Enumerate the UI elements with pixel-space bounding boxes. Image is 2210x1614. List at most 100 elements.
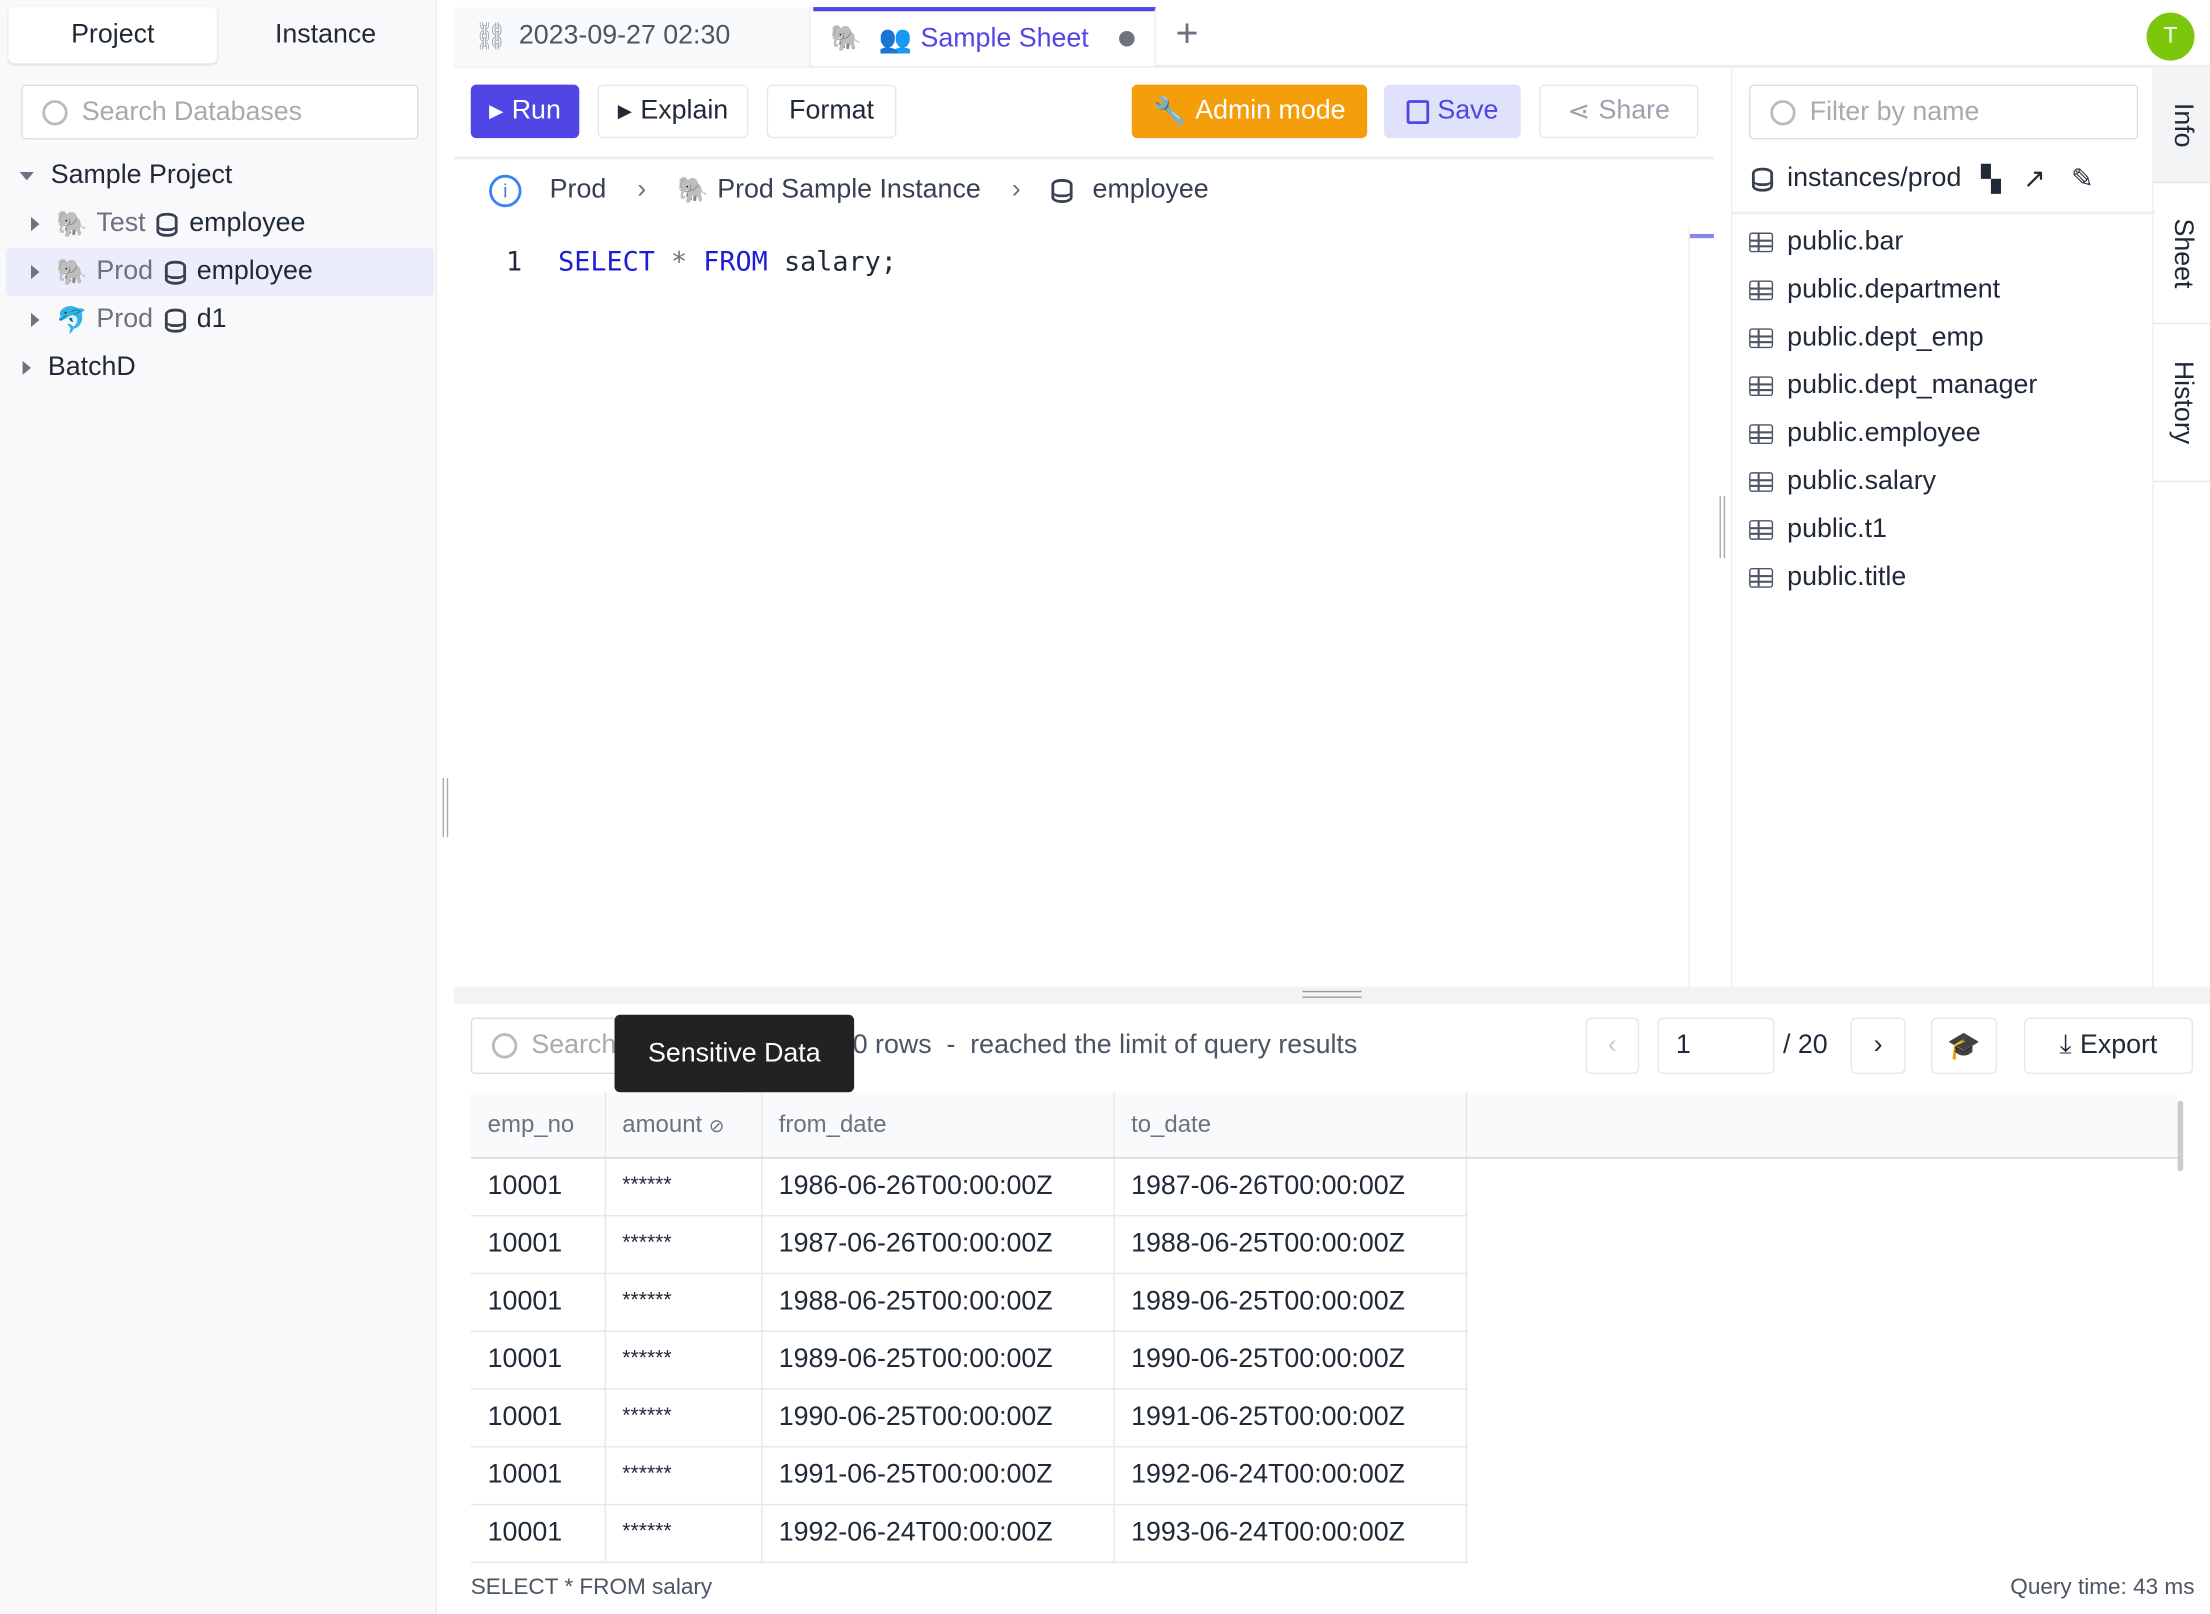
env-label: Prod	[96, 304, 154, 335]
table-item[interactable]: public.dept_emp	[1749, 314, 2144, 362]
table-cell[interactable]: 10001	[470, 1330, 606, 1390]
column-header[interactable]: to_date	[1113, 1092, 1467, 1158]
side-tab-info[interactable]: Info	[2153, 67, 2210, 184]
table-name: public.dept_emp	[1787, 322, 1984, 353]
table-cell[interactable]: ******	[604, 1157, 762, 1216]
table-item[interactable]: public.salary	[1749, 458, 2144, 506]
avatar-initial: T	[2163, 23, 2178, 48]
table-cell[interactable]: 10001	[470, 1272, 606, 1332]
table-cell[interactable]: ******	[604, 1503, 762, 1563]
filter-by-name-input[interactable]: Filter by name	[1749, 84, 2139, 140]
table-cell[interactable]: 1989-06-25T00:00:00Z	[1113, 1272, 1467, 1332]
tab-project[interactable]: Project	[8, 7, 218, 64]
table-cell[interactable]: 1992-06-24T00:00:00Z	[761, 1503, 1115, 1563]
table-cell[interactable]: 1987-06-26T00:00:00Z	[1113, 1157, 1467, 1216]
play-icon: ▶	[617, 100, 632, 122]
table-cell[interactable]: ******	[604, 1446, 762, 1505]
tree-item-test-employee[interactable]: 🐘 Test employee	[6, 200, 434, 248]
schema-diagram-icon[interactable]: ▚	[1981, 164, 2001, 193]
schema-resize-handle[interactable]	[1719, 496, 1726, 559]
search-databases-input[interactable]: Search Databases	[21, 84, 419, 140]
table-item[interactable]: public.department	[1749, 266, 2144, 314]
breadcrumb-database[interactable]: employee	[1092, 174, 1209, 205]
table-item[interactable]: public.bar	[1749, 218, 2144, 266]
format-button[interactable]: Format	[766, 84, 897, 139]
table-cell[interactable]: 1988-06-25T00:00:00Z	[1113, 1214, 1467, 1274]
table-row[interactable]: 10001 ****** 1992-06-24T00:00:00Z 1993-06-2…	[470, 1503, 2178, 1563]
breadcrumb-instance[interactable]: Prod Sample Instance	[717, 174, 981, 205]
run-button[interactable]: ▶ Run	[470, 84, 580, 139]
tab-sheet-2023[interactable]: ⛓ 2023-09-27 02:30	[453, 7, 811, 67]
table-cell[interactable]: 10001	[470, 1446, 606, 1505]
filler-cell	[1466, 1388, 2178, 1446]
table-item[interactable]: public.employee	[1749, 410, 2144, 458]
table-row[interactable]: 10001 ****** 1991-06-25T00:00:00Z 1992-06-2…	[470, 1446, 2178, 1505]
table-cell[interactable]: 10001	[470, 1388, 606, 1447]
table-scrollbar[interactable]	[2177, 1100, 2184, 1172]
table-cell[interactable]: 10001	[470, 1503, 606, 1563]
export-button[interactable]: ⤓ Export	[2023, 1017, 2194, 1074]
table-item[interactable]: public.dept_manager	[1749, 362, 2144, 410]
database-icon	[164, 260, 186, 285]
breadcrumb-env[interactable]: Prod	[549, 174, 607, 205]
share-button[interactable]: ⋖ Share	[1539, 84, 1699, 139]
table-cell[interactable]: 10001	[470, 1214, 606, 1274]
table-cell[interactable]: 1990-06-25T00:00:00Z	[761, 1388, 1115, 1447]
prev-page-button[interactable]: ‹	[1585, 1017, 1640, 1074]
edit-icon[interactable]: ✎	[2070, 164, 2094, 194]
next-page-button[interactable]: ›	[1850, 1017, 1906, 1074]
results-resize-handle[interactable]	[453, 986, 2210, 1004]
search-icon	[42, 99, 68, 125]
table-item[interactable]: public.t1	[1749, 506, 2144, 554]
table-cell[interactable]: 1993-06-24T00:00:00Z	[1113, 1503, 1467, 1563]
table-cell[interactable]: 1992-06-24T00:00:00Z	[1113, 1446, 1467, 1505]
table-cell[interactable]: 1989-06-25T00:00:00Z	[761, 1330, 1115, 1390]
table-row[interactable]: 10001 ****** 1988-06-25T00:00:00Z 1989-06-2…	[470, 1272, 2178, 1332]
tree-item-prod-employee[interactable]: 🐘 Prod employee	[5, 248, 435, 296]
results-search-input[interactable]: Search	[470, 1017, 697, 1074]
table-cell[interactable]: 1987-06-26T00:00:00Z	[761, 1214, 1115, 1274]
page-input[interactable]: 1	[1657, 1017, 1775, 1074]
filler-cell	[1466, 1215, 2178, 1273]
table-row[interactable]: 10001 ****** 1990-06-25T00:00:00Z 1991-06-2…	[470, 1388, 2178, 1447]
tab-instance[interactable]: Instance	[220, 7, 431, 63]
table-cell[interactable]: 1988-06-25T00:00:00Z	[761, 1272, 1115, 1332]
table-name: public.title	[1787, 562, 1907, 592]
sidebar-resize-handle[interactable]	[442, 778, 449, 838]
table-cell[interactable]: ******	[604, 1272, 762, 1332]
side-tab-history[interactable]: History	[2153, 324, 2210, 483]
column-header[interactable]: amount ⊘	[604, 1092, 762, 1158]
table-icon	[1749, 376, 1774, 397]
avatar[interactable]: T	[2146, 12, 2195, 61]
column-header[interactable]: from_date	[761, 1092, 1115, 1158]
editor-scrollbar[interactable]	[1688, 225, 1714, 987]
column-header[interactable]: emp_no	[470, 1092, 606, 1158]
admin-mode-button[interactable]: 🔧 Admin mode	[1131, 84, 1368, 139]
table-row[interactable]: 10001 ****** 1987-06-26T00:00:00Z 1988-06-2…	[470, 1214, 2178, 1274]
download-icon: ⤓	[2059, 1030, 2072, 1060]
table-item[interactable]: public.title	[1749, 554, 2144, 602]
table-cell[interactable]: ******	[604, 1330, 762, 1390]
tree-item-prod-d1[interactable]: 🐬 Prod d1	[6, 296, 434, 344]
explain-button[interactable]: ▶ Explain	[597, 84, 749, 139]
table-row[interactable]: 10001 ****** 1986-06-26T00:00:00Z 1987-06-2…	[470, 1157, 2178, 1216]
table-row[interactable]: 10001 ****** 1989-06-25T00:00:00Z 1990-06-2…	[470, 1330, 2178, 1390]
tab-sample-sheet[interactable]: 🐘 👥 Sample Sheet	[813, 7, 1156, 67]
graduation-cap-button[interactable]: 🎓	[1930, 1017, 1998, 1074]
table-cell[interactable]: 1991-06-25T00:00:00Z	[761, 1446, 1115, 1505]
eye-off-icon: ⊘	[708, 1114, 725, 1136]
add-tab-button[interactable]: +	[1175, 11, 1199, 55]
table-cell[interactable]: 1991-06-25T00:00:00Z	[1113, 1388, 1467, 1447]
external-link-icon[interactable]: ↗	[2023, 164, 2046, 194]
table-cell[interactable]: 10001	[470, 1157, 606, 1216]
table-cell[interactable]: ******	[604, 1214, 762, 1274]
tree-item-sample-project[interactable]: Sample Project	[6, 152, 434, 200]
table-cell[interactable]: 1986-06-26T00:00:00Z	[761, 1157, 1115, 1216]
table-cell[interactable]: ******	[604, 1388, 762, 1447]
sql-editor[interactable]: 1 SELECT * FROM salary;	[454, 226, 1689, 987]
line-number: 1	[505, 246, 523, 278]
tree-item-batchd[interactable]: BatchD	[6, 344, 434, 392]
save-button[interactable]: Save	[1384, 84, 1521, 139]
side-tab-sheet[interactable]: Sheet	[2153, 183, 2210, 325]
table-cell[interactable]: 1990-06-25T00:00:00Z	[1113, 1330, 1467, 1390]
